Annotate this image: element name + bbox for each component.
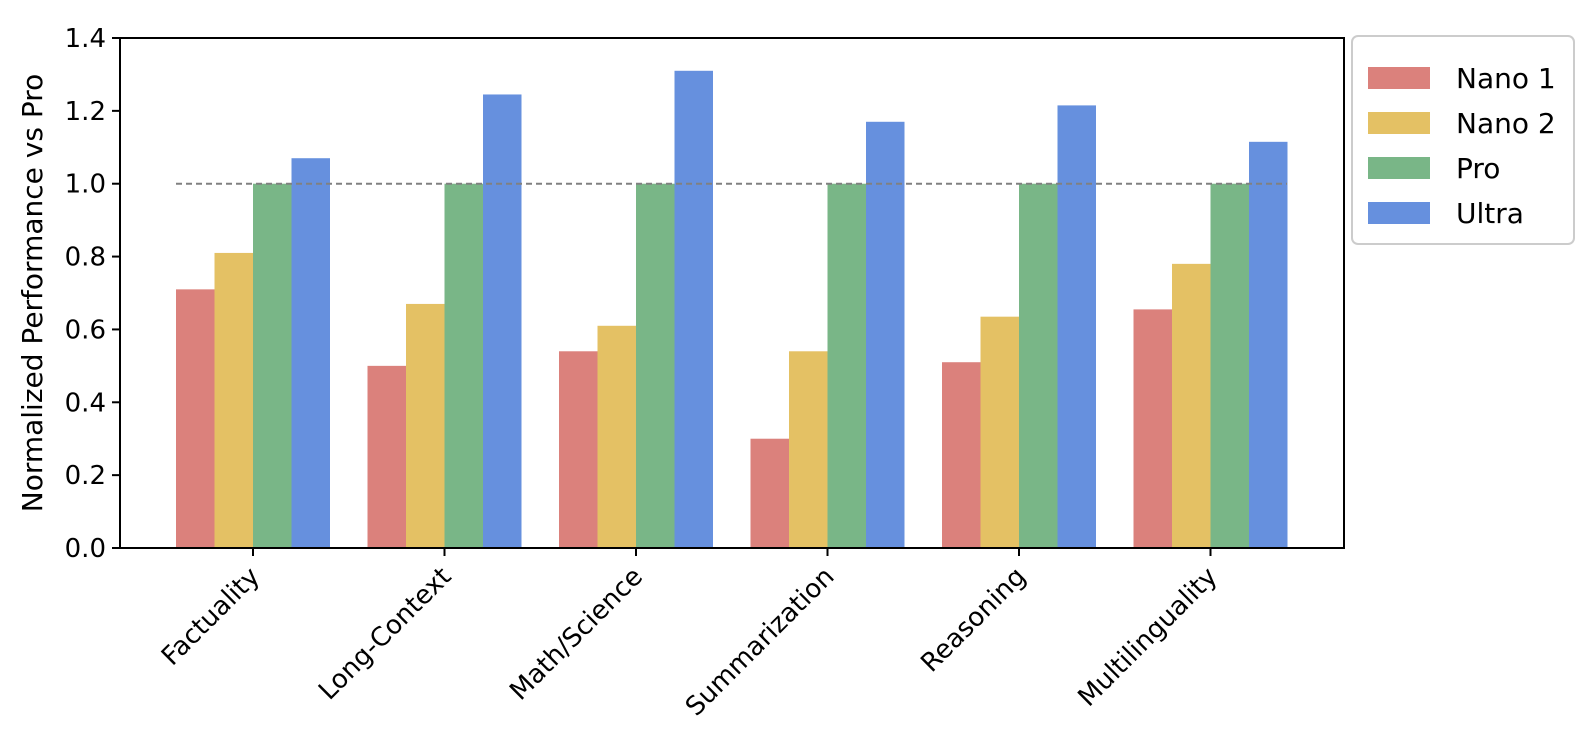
y-axis-title: Normalized Performance vs Pro: [16, 74, 49, 513]
bar-pro-multilinguality: [1210, 183, 1249, 548]
y-tick-label: 1.0: [65, 170, 106, 200]
bar-nano-1-multilinguality: [1133, 309, 1172, 548]
bar-pro-reasoning: [1019, 183, 1058, 548]
y-tick-label: 0.4: [65, 388, 106, 418]
bar-ultra-math-science: [674, 70, 713, 549]
legend-label-nano-1: Nano 1: [1456, 62, 1556, 95]
bar-pro-long-context: [444, 183, 483, 548]
legend-swatch-nano-2: [1368, 112, 1430, 134]
legend-swatch-pro: [1368, 157, 1430, 179]
bar-ultra-multilinguality: [1249, 141, 1288, 549]
y-tick-label: 0.0: [65, 534, 106, 564]
y-tick-label: 1.4: [65, 24, 106, 54]
y-tick-label: 0.6: [65, 315, 106, 345]
legend-label-ultra: Ultra: [1456, 197, 1524, 230]
x-tick-label-math-science: Math/Science: [504, 562, 649, 707]
y-tick-label: 0.2: [65, 461, 106, 491]
x-axis: Factuality Long-Context Math/Science Summar…: [156, 548, 1223, 722]
bar-pro-math-science: [636, 183, 675, 548]
bar-nano-2-math-science: [597, 325, 636, 548]
y-axis: 0.0 0.2 0.4 0.6 0.8 1.0 1.2 1.4: [65, 24, 120, 564]
bar-nano-1-long-context: [367, 365, 406, 548]
bar-nano-2-multilinguality: [1172, 263, 1211, 548]
bar-ultra-summarization: [866, 121, 905, 549]
x-tick-label-summarization: Summarization: [680, 562, 840, 722]
plot-frame: [119, 37, 1345, 549]
bar-nano-1-math-science: [559, 351, 598, 548]
bar-pro-summarization: [827, 183, 866, 548]
bars-layer: [176, 70, 1288, 549]
y-tick-label: 1.2: [65, 97, 106, 127]
bar-ultra-factuality: [291, 158, 330, 548]
bar-ultra-long-context: [483, 94, 522, 548]
legend: Nano 1 Nano 2 Pro Ultra: [1351, 35, 1575, 245]
bar-nano-1-reasoning: [942, 362, 981, 548]
y-tick-label: 0.8: [65, 243, 106, 273]
x-tick-label-factuality: Factuality: [156, 562, 266, 672]
bar-nano-2-factuality: [214, 252, 253, 548]
bar-nano-1-factuality: [176, 289, 215, 548]
x-tick-label-multilinguality: Multilinguality: [1073, 562, 1224, 713]
bar-nano-1-summarization: [750, 438, 789, 548]
bar-nano-2-summarization: [789, 351, 828, 548]
bar-pro-factuality: [253, 183, 292, 548]
x-tick-label-reasoning: Reasoning: [915, 562, 1032, 679]
x-tick-label-long-context: Long-Context: [313, 562, 457, 706]
legend-label-pro: Pro: [1456, 152, 1500, 185]
bar-nano-2-reasoning: [980, 316, 1019, 548]
legend-swatch-ultra: [1368, 202, 1430, 224]
legend-label-nano-2: Nano 2: [1456, 107, 1556, 140]
bar-nano-2-long-context: [406, 303, 445, 548]
bar-ultra-reasoning: [1057, 105, 1096, 549]
legend-swatch-nano-1: [1368, 67, 1430, 89]
